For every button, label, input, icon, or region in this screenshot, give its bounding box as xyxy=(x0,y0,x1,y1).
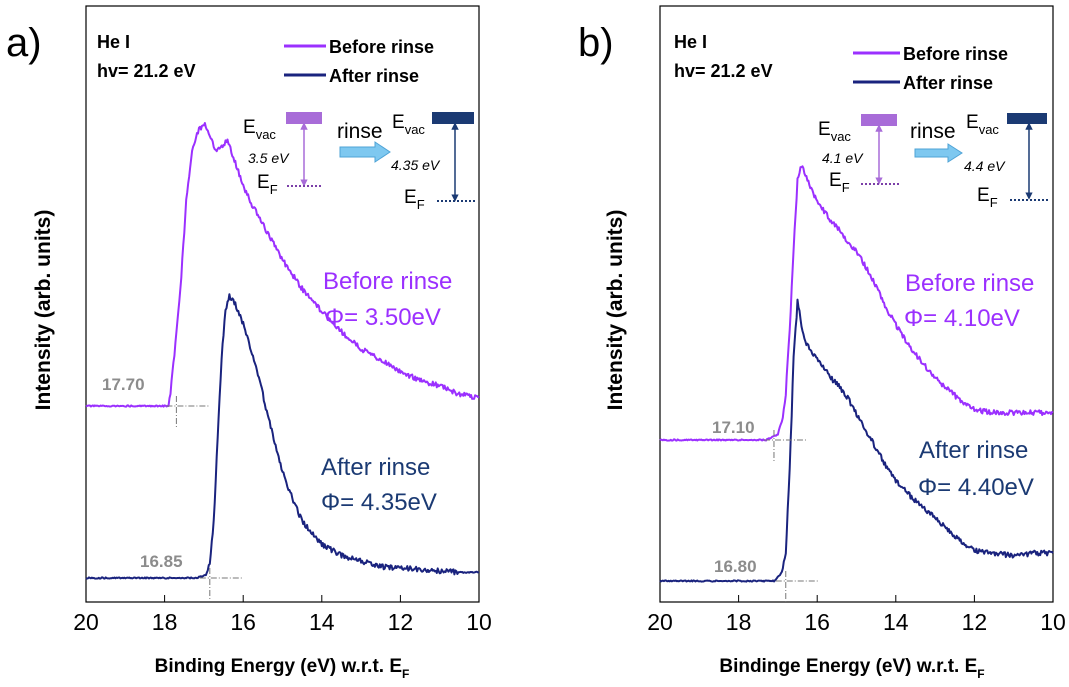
series-line-after-rinse xyxy=(659,298,1054,583)
legend-label-after: After rinse xyxy=(329,66,419,86)
series-line-after-rinse xyxy=(85,293,479,580)
vacuum-level-before-box xyxy=(286,112,322,124)
rinse-label: rinse xyxy=(910,120,956,143)
vacuum-level-before-box xyxy=(861,114,897,126)
rinse-arrow xyxy=(914,143,963,163)
cutoff-label-after: 16.85 xyxy=(140,552,183,571)
evac-label-after: Evac xyxy=(392,112,425,137)
cutoff-label-after: 16.80 xyxy=(714,557,757,576)
panel-label: b) xyxy=(578,21,614,65)
x-tick-label: 18 xyxy=(726,609,752,635)
plot-frame xyxy=(659,5,1054,603)
series-line-before-rinse xyxy=(659,165,1054,442)
source-line-1: He I xyxy=(97,32,130,52)
before-annotation-phi: Φ= 4.10eV xyxy=(904,305,1020,332)
rinse-label: rinse xyxy=(337,120,383,143)
before-annotation-phi: Φ= 3.50eV xyxy=(325,304,441,331)
x-tick-label: 16 xyxy=(230,609,256,635)
cutoff-label-before: 17.70 xyxy=(102,375,145,394)
ef-label-after: EF xyxy=(977,185,998,210)
x-ticks: 20 18 16 14 12 10 xyxy=(73,595,492,635)
vacuum-level-after-box xyxy=(432,112,474,124)
wf-value-after: 4.4 eV xyxy=(964,158,1006,174)
source-line-1: He I xyxy=(674,32,707,52)
x-tick-label: 12 xyxy=(962,609,988,635)
y-axis-label: Intensity (arb. units) xyxy=(604,210,627,411)
source-line-2: hv= 21.2 eV xyxy=(97,61,196,81)
rinse-arrow xyxy=(339,141,391,163)
ef-label-before: EF xyxy=(257,172,278,197)
x-axis-label: Bindinge Energy (eV) w.r.t. EF xyxy=(719,656,984,681)
legend-label-before: Before rinse xyxy=(329,37,434,57)
x-tick-label: 20 xyxy=(73,609,99,635)
energy-level-diagram: Evac 4.1 eV EF rinse Evac 4.4 eV EF xyxy=(818,112,1050,210)
legend: Before rinse After rinse xyxy=(853,44,1008,93)
plot-frame xyxy=(85,5,480,603)
before-annotation-label: Before rinse xyxy=(905,270,1034,297)
after-annotation-phi: Φ= 4.35eV xyxy=(321,489,437,516)
legend-label-before: Before rinse xyxy=(903,44,1008,64)
vacuum-level-after-box xyxy=(1007,113,1047,124)
x-tick-label: 14 xyxy=(309,609,335,635)
x-tick-label: 10 xyxy=(1040,609,1066,635)
evac-label-before: Evac xyxy=(243,117,276,142)
y-axis-label: Intensity (arb. units) xyxy=(32,210,55,411)
x-tick-label: 12 xyxy=(388,609,414,635)
legend: Before rinse After rinse xyxy=(284,37,434,86)
ef-label-after: EF xyxy=(404,187,425,212)
series-group xyxy=(85,122,480,580)
panel-b: b) Intensity (arb. units) 20 18 16 14 12 10 B… xyxy=(578,5,1066,681)
x-tick-label: 14 xyxy=(883,609,909,635)
wf-value-before: 4.1 eV xyxy=(822,150,864,166)
evac-label-after: Evac xyxy=(966,112,999,137)
source-line-2: hv= 21.2 eV xyxy=(674,61,773,81)
after-annotation-label: After rinse xyxy=(321,454,430,481)
x-tick-label: 20 xyxy=(647,609,673,635)
after-annotation-label: After rinse xyxy=(919,437,1028,464)
evac-label-before: Evac xyxy=(818,119,851,144)
wf-value-after: 4.35 eV xyxy=(391,157,441,173)
cutoff-guides xyxy=(763,430,818,603)
series-line-before-rinse xyxy=(85,122,480,408)
x-tick-label: 18 xyxy=(152,609,178,635)
cutoff-label-before: 17.10 xyxy=(712,418,755,437)
before-annotation-label: Before rinse xyxy=(323,268,452,295)
ef-label-before: EF xyxy=(829,170,850,195)
legend-label-after: After rinse xyxy=(903,73,993,93)
panel-label: a) xyxy=(6,21,42,65)
cutoff-guides xyxy=(166,396,242,600)
x-axis-label: Binding Energy (eV) w.r.t. EF xyxy=(155,656,410,681)
x-tick-label: 16 xyxy=(804,609,830,635)
panel-a: a) Intensity (arb. units) 20 18 16 14 12 10 B… xyxy=(6,5,492,681)
after-annotation-phi: Φ= 4.40eV xyxy=(918,474,1034,501)
energy-level-diagram: Evac 3.5 eV EF rinse Evac 4.35 eV EF xyxy=(243,112,477,212)
series-group xyxy=(659,165,1054,583)
wf-value-before: 3.5 eV xyxy=(248,150,290,166)
x-tick-label: 10 xyxy=(466,609,492,635)
x-ticks: 20 18 16 14 12 10 xyxy=(647,595,1066,635)
